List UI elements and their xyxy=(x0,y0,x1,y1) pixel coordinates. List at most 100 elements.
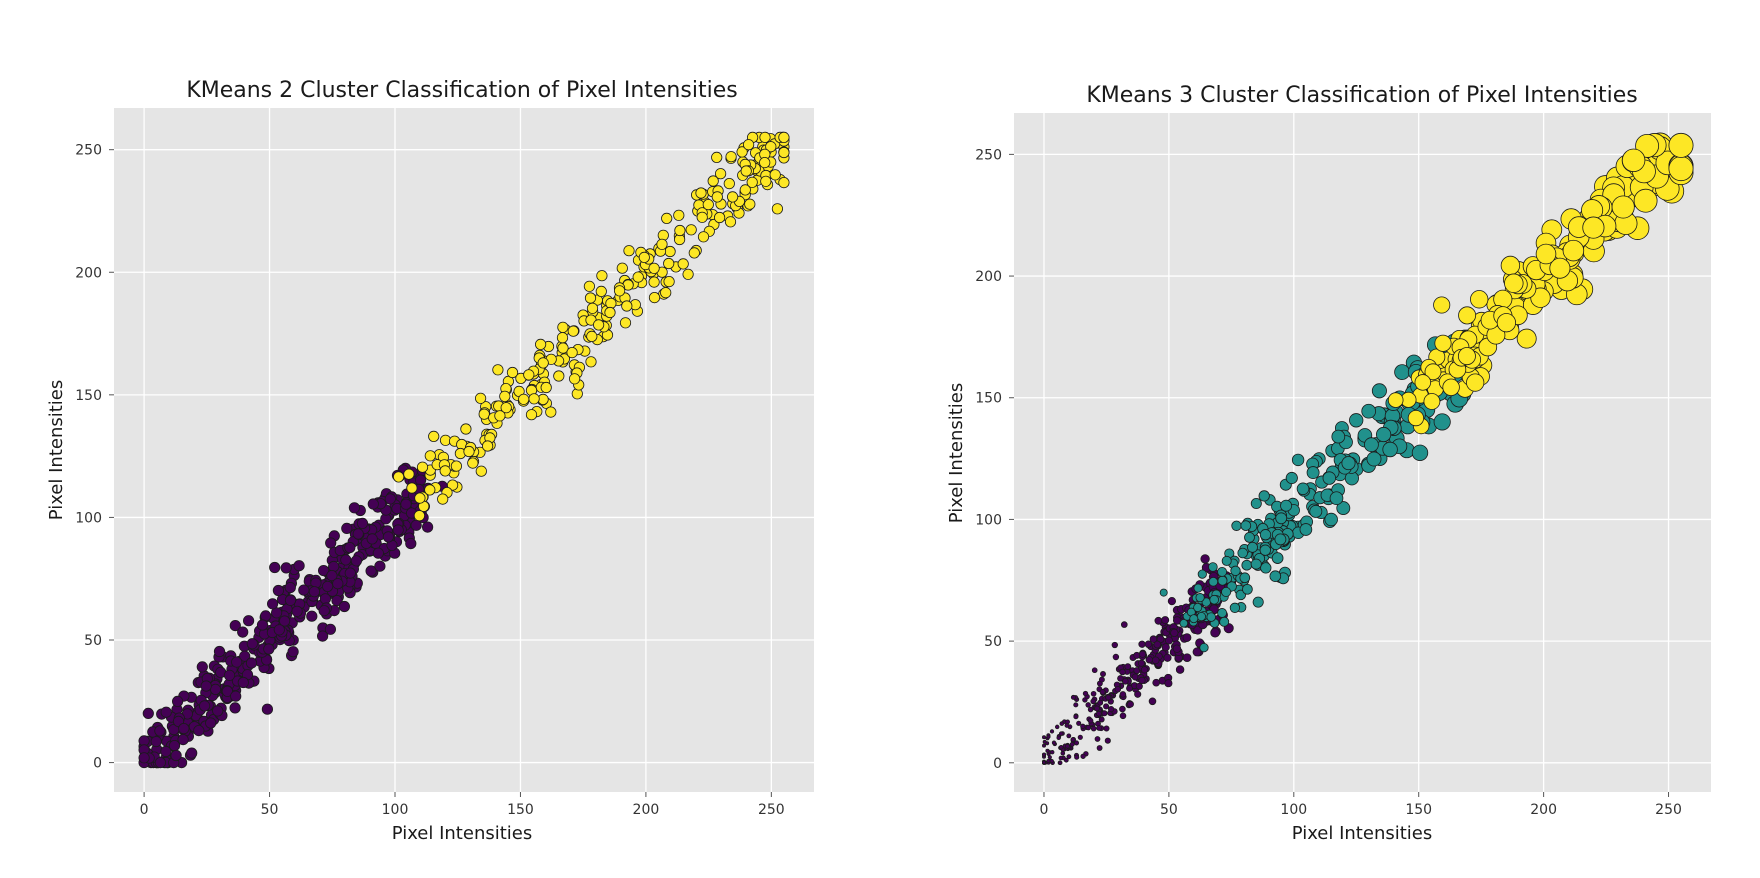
chart-kmeans-2: KMeans 2 Cluster Classification of Pixel… xyxy=(46,78,814,844)
scatter-point-cluster-2 xyxy=(663,257,675,270)
scatter-point-cluster-1 xyxy=(356,517,369,530)
scatter-point-cluster-2 xyxy=(604,306,616,319)
scatter-point-cluster-1 xyxy=(154,725,166,737)
scatter-point-cluster-1 xyxy=(1065,743,1070,749)
scatter-point-cluster-2 xyxy=(1394,364,1410,381)
scatter-point-cluster-2 xyxy=(1269,570,1282,583)
scatter-point-cluster-2 xyxy=(695,187,707,199)
scatter-point-cluster-2 xyxy=(1247,541,1258,553)
scatter-point-cluster-3 xyxy=(1387,392,1404,408)
scatter-point-cluster-2 xyxy=(1196,611,1207,622)
scatter-point-cluster-1 xyxy=(177,733,189,746)
scatter-point-cluster-1 xyxy=(1091,667,1098,674)
scatter-point-cluster-1 xyxy=(1094,705,1100,712)
scatter-point-cluster-1 xyxy=(1082,690,1089,697)
scatter-point-cluster-1 xyxy=(1080,723,1086,729)
scatter-point-cluster-1 xyxy=(230,690,242,702)
scatter-point-cluster-1 xyxy=(1058,745,1064,750)
y-tick-label: 200 xyxy=(975,269,1002,285)
scatter-point-cluster-2 xyxy=(492,364,504,376)
scatter-point-cluster-1 xyxy=(1120,621,1128,628)
scatter-point-cluster-1 xyxy=(212,705,224,717)
scatter-point-cluster-2 xyxy=(585,356,597,368)
scatter-points xyxy=(138,131,790,769)
scatter-point-cluster-2 xyxy=(1291,453,1305,467)
scatter-point-cluster-1 xyxy=(1107,705,1115,713)
y-tick-label: 50 xyxy=(84,633,102,649)
scatter-point-cluster-2 xyxy=(696,211,708,223)
scatter-point-cluster-2 xyxy=(648,276,660,288)
scatter-point-cluster-2 xyxy=(1280,499,1293,512)
scatter-point-cluster-2 xyxy=(1237,547,1248,559)
scatter-point-cluster-3 xyxy=(1434,334,1452,352)
scatter-point-cluster-1 xyxy=(293,560,305,572)
scatter-point-cluster-3 xyxy=(1633,188,1658,213)
chart-title: KMeans 2 Cluster Classification of Pixel… xyxy=(186,78,737,103)
x-tick-label: 250 xyxy=(1655,802,1682,818)
scatter-point-cluster-2 xyxy=(460,423,472,435)
scatter-point-cluster-1 xyxy=(142,707,154,720)
scatter-point-cluster-2 xyxy=(1242,583,1253,595)
x-tick-label: 50 xyxy=(261,802,279,818)
scatter-point-cluster-2 xyxy=(616,262,628,274)
x-tick-label: 0 xyxy=(1040,802,1049,818)
scatter-point-cluster-1 xyxy=(318,605,330,617)
x-tick-label: 0 xyxy=(140,802,149,818)
scatter-point-cluster-2 xyxy=(778,131,790,143)
scatter-point-cluster-1 xyxy=(1087,706,1094,713)
scatter-point-cluster-1 xyxy=(1167,596,1177,606)
scatter-point-cluster-2 xyxy=(648,291,661,304)
scatter-point-cluster-2 xyxy=(1324,512,1338,527)
scatter-point-cluster-2 xyxy=(742,139,755,151)
scatter-point-cluster-2 xyxy=(567,325,579,337)
scatter-point-cluster-1 xyxy=(170,749,182,762)
scatter-point-cluster-1 xyxy=(1042,752,1047,757)
scatter-point-cluster-2 xyxy=(596,270,608,282)
scatter-point-cluster-1 xyxy=(1137,659,1146,667)
scatter-point-cluster-1 xyxy=(1133,651,1141,659)
scatter-point-cluster-1 xyxy=(1090,725,1097,732)
scatter-point-cluster-1 xyxy=(1164,636,1174,645)
scatter-point-cluster-1 xyxy=(1164,679,1173,688)
scatter-point-cluster-1 xyxy=(1138,640,1146,648)
scatter-point-cluster-1 xyxy=(1100,671,1106,677)
scatter-point-cluster-2 xyxy=(1260,562,1272,574)
scatter-point-cluster-1 xyxy=(1042,760,1047,765)
scatter-point-cluster-2 xyxy=(621,300,633,312)
scatter-point-cluster-3 xyxy=(1442,378,1460,397)
scatter-point-cluster-1 xyxy=(344,567,356,579)
x-tick-label: 100 xyxy=(382,802,409,818)
scatter-point-cluster-1 xyxy=(382,531,394,543)
scatter-point-cluster-1 xyxy=(209,683,222,696)
scatter-point-cluster-1 xyxy=(1200,554,1210,564)
scatter-point-cluster-1 xyxy=(1077,734,1083,740)
scatter-point-cluster-1 xyxy=(221,685,233,697)
y-axis-ticks: 0 50 100 150 200 250 xyxy=(75,143,114,772)
scatter-point-cluster-1 xyxy=(1080,753,1086,759)
scatter-point-cluster-2 xyxy=(1309,504,1323,518)
scatter-point-cluster-2 xyxy=(656,238,668,250)
scatter-point-cluster-2 xyxy=(1349,413,1364,428)
scatter-point-cluster-2 xyxy=(1364,437,1379,453)
scatter-point-cluster-2 xyxy=(663,275,675,288)
scatter-point-cluster-1 xyxy=(1070,737,1076,743)
scatter-point-cluster-3 xyxy=(1582,216,1605,239)
scatter-point-cluster-1 xyxy=(1121,677,1129,685)
scatter-point-cluster-2 xyxy=(1189,614,1199,624)
scatter-point-cluster-2 xyxy=(506,366,519,379)
scatter-point-cluster-3 xyxy=(1611,195,1635,219)
scatter-point-cluster-2 xyxy=(450,460,462,472)
scatter-point-cluster-1 xyxy=(1090,690,1097,697)
scatter-point-cluster-3 xyxy=(1500,255,1521,276)
scatter-point-cluster-2 xyxy=(619,317,632,329)
scatter-point-cluster-2 xyxy=(1195,593,1205,603)
scatter-point-cluster-1 xyxy=(284,581,296,594)
scatter-point-cluster-1 xyxy=(213,645,226,658)
scatter-point-cluster-1 xyxy=(366,533,378,545)
scatter-point-cluster-2 xyxy=(726,191,739,203)
scatter-point-cluster-2 xyxy=(494,410,506,422)
scatter-points xyxy=(1042,132,1694,766)
scatter-point-cluster-1 xyxy=(1127,700,1134,708)
scatter-point-cluster-1 xyxy=(1192,647,1202,657)
scatter-point-cluster-1 xyxy=(384,493,396,505)
